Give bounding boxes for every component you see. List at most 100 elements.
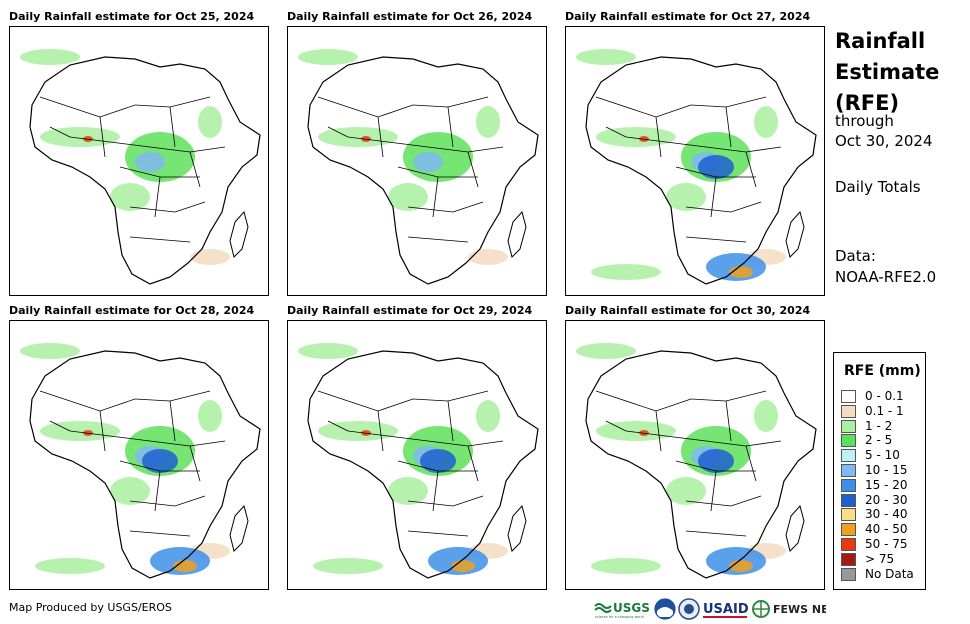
country-border: [685, 530, 747, 537]
legend-swatch: [841, 449, 856, 463]
country-border: [154, 176, 161, 218]
country-border: [447, 400, 454, 442]
panel-title: Daily Rainfall estimate for Oct 27, 2024: [565, 10, 811, 23]
map-frame: [565, 26, 825, 296]
usgs-wordmark: USGS: [613, 601, 650, 615]
title-line: (RFE): [835, 91, 900, 115]
country-border: [69, 136, 151, 148]
rainfall-map: [298, 343, 539, 579]
country-border: [605, 126, 627, 138]
legend-swatch: [841, 478, 856, 492]
country-border: [129, 236, 191, 243]
rainfall-map: [20, 49, 261, 285]
country-border: [467, 445, 479, 482]
rainfall-area: [20, 49, 80, 65]
panel-title: Daily Rainfall estimate for Oct 26, 2024: [287, 10, 533, 23]
country-border: [625, 136, 707, 148]
rainfall-area: [40, 127, 120, 147]
country-border: [595, 390, 692, 412]
country-border: [412, 390, 489, 402]
country-border: [685, 495, 762, 507]
country-border: [189, 151, 201, 188]
title-line: Estimate: [835, 60, 940, 84]
rainfall-area: [40, 421, 120, 441]
map-frame: [9, 320, 269, 590]
country-border: [39, 96, 136, 118]
legend-label: 50 - 75: [865, 537, 908, 551]
country-border: [407, 236, 469, 243]
country-border: [69, 430, 151, 442]
rainfall-area: [35, 558, 105, 574]
africa-coastline: [307, 56, 539, 285]
country-border: [134, 390, 211, 402]
madagascar-coastline: [785, 504, 805, 552]
usgs-logo: USGS science for a changing world: [594, 601, 650, 619]
country-border: [725, 106, 732, 148]
country-border: [595, 96, 692, 118]
country-border: [327, 420, 349, 432]
rainfall-area: [110, 183, 150, 211]
rainfall-area: [190, 249, 230, 265]
rainfall-area: [666, 477, 706, 505]
legend-swatch: [841, 419, 856, 433]
country-border: [317, 390, 414, 412]
rainfall-area: [698, 449, 734, 473]
doc-seal-logo: [678, 598, 700, 620]
rainfall-area: [298, 343, 358, 359]
legend-swatch: [841, 567, 856, 581]
legend-label: 0 - 0.1: [865, 389, 904, 403]
legend-swatch: [841, 464, 856, 477]
noaa-logo: [654, 598, 676, 620]
rainfall-area: [698, 155, 734, 179]
madagascar-coastline: [785, 210, 805, 258]
country-border: [407, 201, 484, 213]
fews-net-logo: FEWS NET: [752, 600, 826, 618]
legend-swatch: [841, 552, 856, 566]
legend-swatch: [841, 390, 856, 403]
map-panel-oct-26: Daily Rainfall estimate for Oct 26, 2024: [287, 10, 547, 296]
usaid-logo: USAID: [703, 602, 748, 618]
rainfall-area: [754, 106, 778, 138]
legend-label: 5 - 10: [865, 448, 900, 463]
country-border: [412, 96, 489, 108]
rainfall-area: [20, 343, 80, 359]
fews-net-wordmark: FEWS NET: [773, 603, 826, 616]
country-border: [99, 116, 106, 158]
map-credit: Map Produced by USGS/EROS: [9, 601, 172, 614]
legend-swatch: [841, 434, 856, 448]
legend-label: 2 - 5: [865, 433, 893, 448]
panel-title: Daily Rainfall estimate for Oct 25, 2024: [9, 10, 255, 23]
country-border: [129, 530, 191, 537]
map-panel-oct-29: Daily Rainfall estimate for Oct 29, 2024: [287, 304, 547, 590]
country-border: [407, 495, 484, 507]
country-border: [447, 106, 454, 148]
rainfall-area: [666, 183, 706, 211]
rainfall-area: [313, 558, 383, 574]
legend-label: No Data: [865, 566, 914, 581]
rainfall-area: [298, 49, 358, 65]
country-border: [377, 116, 384, 158]
rainfall-area: [142, 449, 178, 473]
country-border: [39, 390, 136, 412]
country-border: [347, 430, 429, 442]
country-border: [432, 176, 439, 218]
rainfall-area: [451, 560, 475, 572]
legend-label: 40 - 50: [865, 522, 908, 537]
legend-swatch: [841, 493, 856, 507]
rainfall-area: [420, 449, 456, 473]
country-border: [432, 470, 439, 512]
country-border: [99, 410, 106, 452]
panel-title: Daily Rainfall estimate for Oct 29, 2024: [287, 304, 533, 317]
rainfall-area: [591, 558, 661, 574]
map-panel-oct-28: Daily Rainfall estimate for Oct 28, 2024: [9, 304, 269, 590]
country-border: [685, 236, 747, 243]
rainfall-area: [318, 421, 398, 441]
panel-title: Daily Rainfall estimate for Oct 28, 2024: [9, 304, 255, 317]
country-border: [347, 136, 429, 148]
rainfall-map: [298, 49, 539, 285]
legend-label: > 75: [865, 551, 895, 566]
usgs-tagline: science for a changing world: [595, 615, 644, 619]
rainfall-area: [388, 477, 428, 505]
country-border: [467, 151, 479, 188]
usaid-wordmark: USAID: [703, 602, 748, 617]
